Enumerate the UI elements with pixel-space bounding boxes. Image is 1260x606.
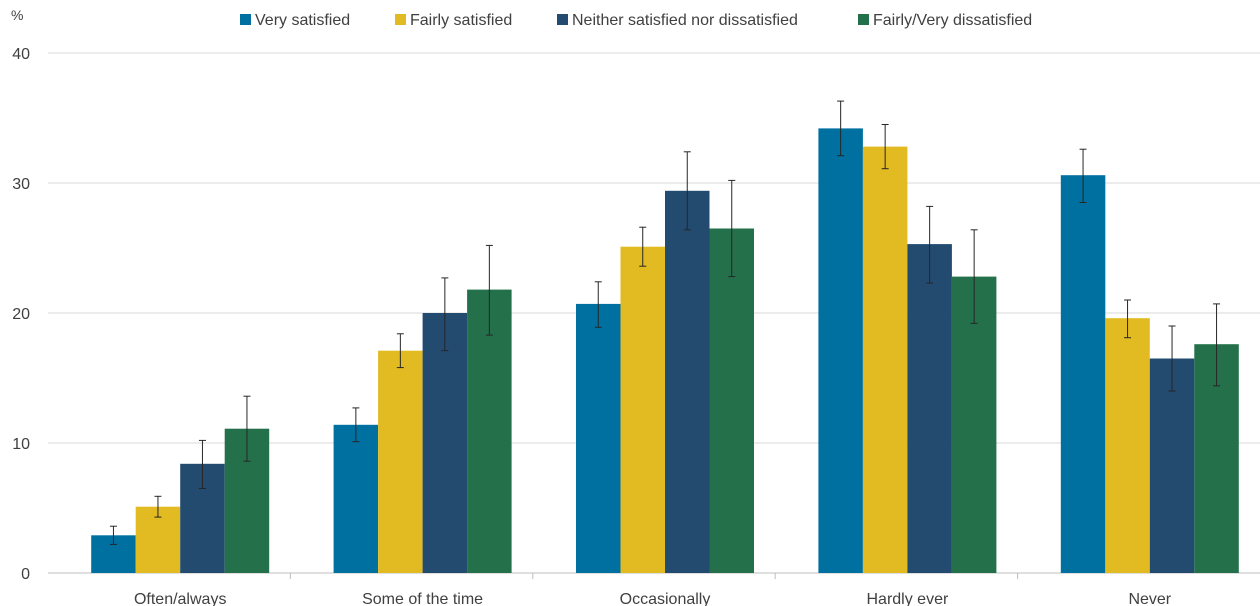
y-tick-label: 10: [12, 436, 30, 453]
x-category-label: Never: [1128, 591, 1171, 606]
bar: [907, 244, 952, 573]
bar: [1105, 318, 1150, 573]
bar: [620, 246, 665, 573]
x-axis: Often/always Some of the time Occasionally…: [134, 573, 1172, 606]
x-category-label: Hardly ever: [866, 591, 948, 606]
bar: [576, 303, 621, 573]
bar: [467, 289, 512, 573]
bar: [422, 313, 468, 573]
y-tick-label: 30: [12, 176, 30, 193]
bar: [709, 228, 754, 573]
legend: Very satisfied Fairly satisfied Neither sa…: [240, 12, 1032, 29]
bar: [135, 506, 181, 573]
x-category-label: Occasionally: [620, 591, 711, 606]
y-axis-ticks: 0 10 20 30 40: [12, 46, 30, 583]
bar: [378, 350, 423, 573]
y-tick-label: 0: [21, 566, 30, 583]
bar: [862, 146, 908, 573]
bar: [818, 128, 863, 573]
x-category-label: Often/always: [134, 591, 226, 606]
bars: [91, 100, 1239, 574]
y-axis-unit: %: [11, 7, 23, 23]
x-category-label: Some of the time: [362, 591, 483, 606]
bar: [1060, 175, 1106, 573]
legend-label: Fairly/Very dissatisfied: [873, 12, 1032, 29]
bar: [1149, 358, 1195, 573]
legend-swatch: [858, 14, 869, 25]
bar: [333, 424, 379, 573]
y-tick-label: 40: [12, 46, 30, 63]
y-tick-label: 20: [12, 306, 30, 323]
legend-swatch: [557, 14, 568, 25]
legend-label: Fairly satisfied: [410, 12, 512, 29]
legend-swatch: [395, 14, 406, 25]
legend-label: Neither satisfied nor dissatisfied: [572, 12, 798, 29]
bar: [665, 190, 710, 574]
legend-swatch: [240, 14, 251, 25]
legend-label: Very satisfied: [255, 12, 350, 29]
bar: [951, 276, 997, 573]
